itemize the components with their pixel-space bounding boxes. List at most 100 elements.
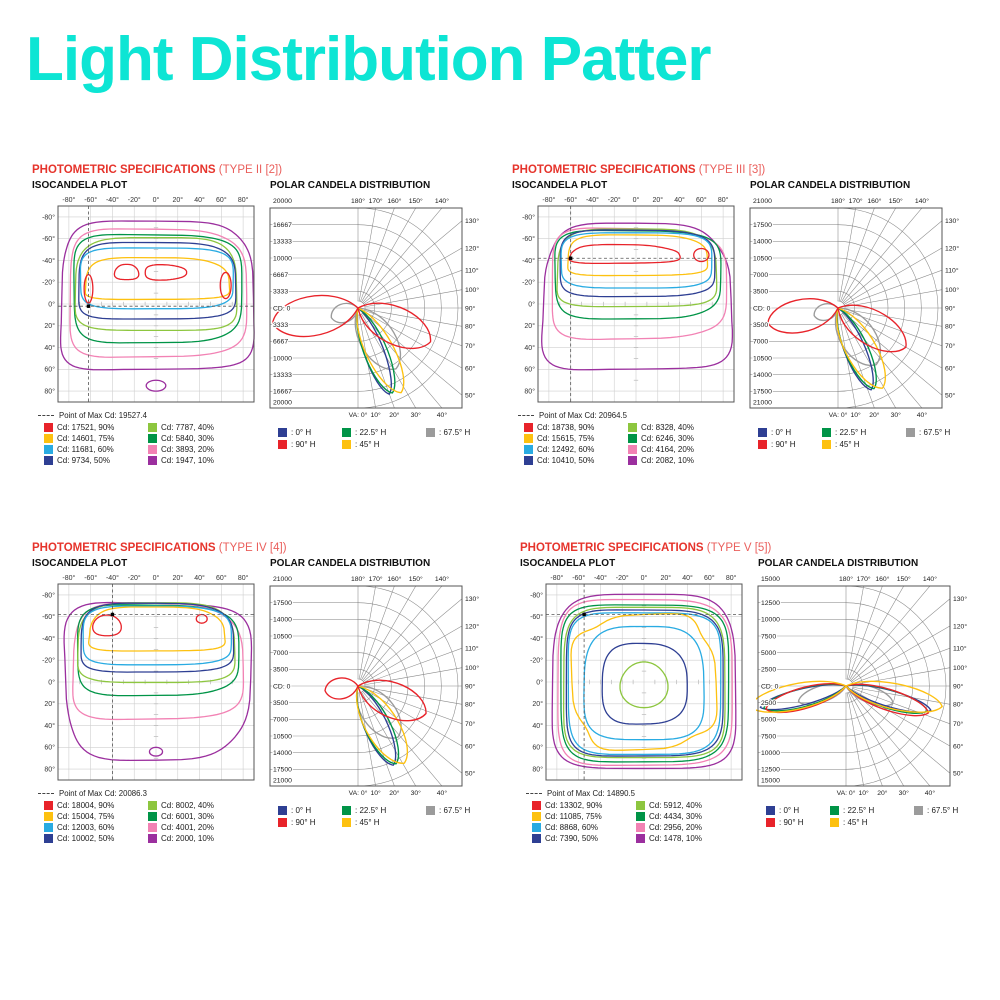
svg-text:20°: 20° [877,789,888,797]
svg-text:160°: 160° [875,575,889,583]
polar-plot-type-iv-4: 21000 17500 14000 10500 7000 3500 CD: 0 3500 700… [269,575,479,797]
svg-text:10°: 10° [850,411,861,419]
svg-text:40°: 40° [437,411,448,419]
isocandela-legend: Cd: 17521, 90% Cd: 14601, 75% Cd: 11681, 6… [44,422,262,466]
svg-text:5000: 5000 [761,650,776,657]
svg-text:17500: 17500 [753,222,772,229]
svg-text:-40°: -40° [42,257,55,265]
svg-text:120°: 120° [945,244,959,252]
svg-text:40°: 40° [524,344,535,352]
svg-text:80°: 80° [524,388,535,396]
legend-swatch-icon [758,427,767,437]
legend-label: Cd: 4434, 30% [649,812,702,821]
point-of-max: Point of Max Cd: 19527.4 [38,411,262,420]
svg-text:14000: 14000 [273,750,292,757]
svg-text:60°: 60° [696,196,707,204]
legend-swatch-icon [342,818,351,828]
svg-text:30°: 30° [891,411,902,419]
legend-swatch-icon [636,823,645,832]
svg-text:VA: 0°: VA: 0° [829,411,848,419]
svg-text:40°: 40° [437,789,448,797]
svg-text:110°: 110° [465,644,479,652]
legend-label: : 0° H [291,427,312,437]
svg-text:20000: 20000 [273,198,292,205]
legend-label: Cd: 15004, 75% [57,812,115,821]
legend-item: : 45° H [342,817,426,830]
svg-text:50°: 50° [465,392,476,400]
isocandela-column: ISOCANDELA PLOT -80° -60° -40° -20° 0° 20° 40° 6… [518,558,750,844]
svg-text:40°: 40° [194,574,205,582]
legend-label: Cd: 9734, 50% [57,456,110,465]
svg-text:90°: 90° [945,304,956,312]
legend-label: : 90° H [779,818,804,828]
legend-item: Cd: 11681, 60% [44,444,148,455]
polar-title: POLAR CANDELA DISTRIBUTION [750,180,911,191]
polar-column: POLAR CANDELA DISTRIBUTION 20000 16667 1333… [268,180,506,451]
polar-column: POLAR CANDELA DISTRIBUTION 15000 12500 1000… [756,558,994,829]
svg-text:7500: 7500 [761,633,776,640]
point-of-max-label: Point of Max Cd: 19527.4 [59,411,147,420]
polar-title: POLAR CANDELA DISTRIBUTION [758,558,919,569]
svg-text:50°: 50° [945,392,956,400]
legend-item: : 0° H [758,426,822,439]
svg-text:-40°: -40° [586,196,599,204]
svg-text:7000: 7000 [753,272,768,279]
isocandela-plot-type-ii-2: -80° -60° -40° -20° 0° 20° 40° 60° 80° -80° -60° -4… [42,196,255,403]
svg-text:12500: 12500 [761,767,780,774]
legend-swatch-icon [628,423,637,432]
legend-item: Cd: 12492, 60% [524,444,628,455]
svg-text:20°: 20° [660,574,671,582]
legend-swatch-icon [532,801,541,810]
panel-type-iii-3: PHOTOMETRIC SPECIFICATIONS (TYPE III [3]… [510,164,988,466]
svg-text:40°: 40° [925,789,936,797]
legend-item: Cd: 2000, 10% [148,833,260,844]
svg-text:0°: 0° [641,574,648,582]
svg-text:150°: 150° [897,575,911,583]
legend-label: Cd: 18004, 90% [57,801,115,810]
svg-text:80°: 80° [44,388,55,396]
svg-text:-20°: -20° [128,574,141,582]
svg-text:100°: 100° [945,286,959,294]
legend-swatch-icon [524,445,533,454]
svg-text:180°: 180° [351,575,365,583]
legend-label: Cd: 4001, 20% [161,823,214,832]
svg-text:CD: 0: CD: 0 [273,305,291,312]
svg-text:140°: 140° [435,575,449,583]
legend-label: : 45° H [355,818,380,828]
legend-item: Cd: 5840, 30% [148,433,260,444]
svg-text:7500: 7500 [761,733,776,740]
svg-text:16667: 16667 [273,222,292,229]
legend-swatch-icon [426,427,435,437]
svg-text:70°: 70° [465,342,476,350]
svg-text:20°: 20° [524,322,535,330]
svg-text:0°: 0° [528,300,535,308]
legend-label: : 67.5° H [919,427,951,437]
svg-text:60°: 60° [216,196,227,204]
legend-item: : 0° H [766,804,830,817]
legend-item: : 22.5° H [342,804,426,817]
polar-plot-type-v-5: 15000 12500 10000 7500 5000 2500 CD: 0 2500 5000… [756,575,967,797]
max-cd-dash-icon [38,415,54,416]
legend-label: : 67.5° H [439,427,471,437]
svg-text:20°: 20° [652,196,663,204]
legend-item: Cd: 4434, 30% [636,811,748,822]
svg-text:20°: 20° [389,789,400,797]
isocandela-column: ISOCANDELA PLOT -80° -60° -40° -20° 0° 20° 40° 6… [30,180,262,466]
svg-text:20°: 20° [869,411,880,419]
svg-text:60°: 60° [465,364,476,372]
legend-swatch-icon [532,823,541,832]
svg-text:110°: 110° [945,266,959,274]
legend-label: Cd: 7787, 40% [161,423,214,432]
page-title: Light Distribution Patter [26,25,712,94]
svg-text:7000: 7000 [753,339,768,346]
polar-plot-type-ii-2: 20000 16667 13333 10000 6667 3333 CD: 0 3333 666… [269,197,479,419]
svg-text:30°: 30° [899,789,910,797]
legend-swatch-icon [148,834,157,843]
legend-swatch-icon [524,434,533,443]
legend-label: Cd: 8328, 40% [641,423,694,432]
legend-swatch-icon [148,445,157,454]
svg-text:7000: 7000 [273,717,288,724]
svg-text:120°: 120° [465,622,479,630]
legend-swatch-icon [148,423,157,432]
legend-swatch-icon [532,812,541,821]
